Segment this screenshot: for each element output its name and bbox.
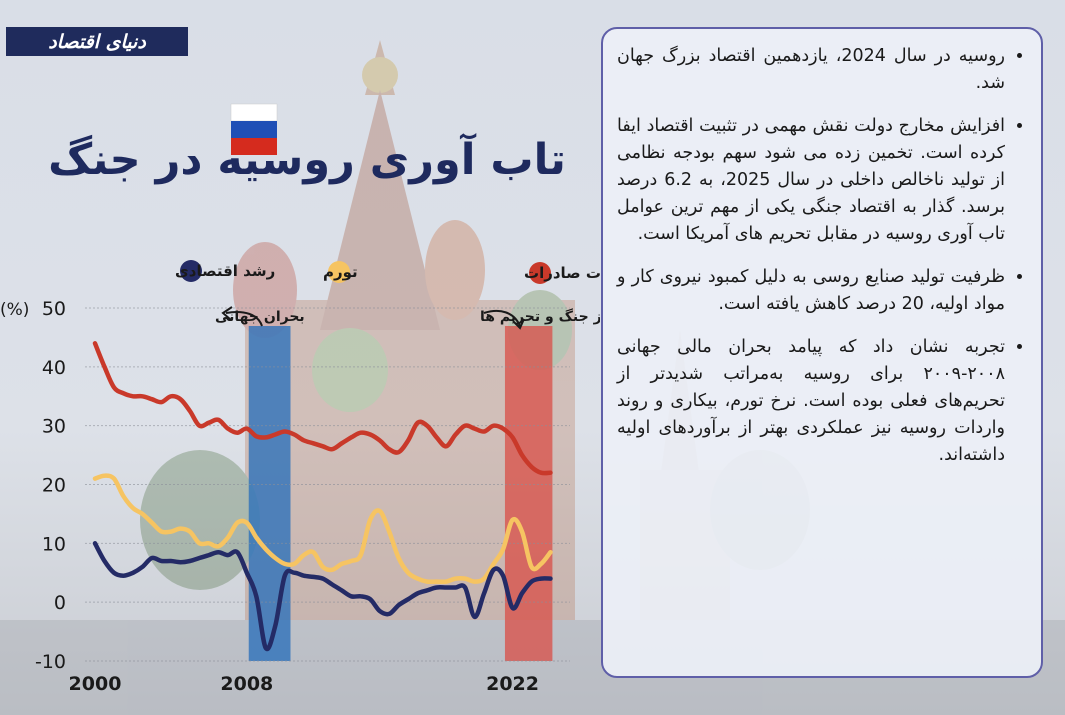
arrow-crisis-icon [225, 311, 263, 327]
line-chart: 50 40 30 20 10 0 -10 (%) 2000 2008 2022 تغییرات صا… [0, 260, 600, 695]
x-tick-label: 2022 [486, 673, 539, 695]
x-tick-label: 2008 [220, 673, 273, 695]
y-tick-label: 50 [42, 298, 66, 320]
series-line-0 [92, 341, 553, 476]
series-line-2 [92, 541, 553, 652]
russia-flag-icon [230, 103, 278, 155]
legend-marker-2 [180, 260, 202, 282]
y-axis-label: (%) [0, 300, 29, 320]
page-title: تاب آوری روسیه در جنگ [48, 135, 566, 185]
y-tick-label: 20 [42, 475, 66, 497]
legend-label-1: تورم [323, 263, 358, 281]
bullet-item: روسیه در سال 2024، یازدهمین اقتصاد بزرگ … [617, 43, 1005, 97]
series-line-1 [92, 473, 553, 585]
highlight-band-1 [504, 326, 553, 661]
y-tick-label: -10 [35, 651, 66, 673]
arrow-war-icon [483, 309, 521, 327]
bullet-list: روسیه در سال 2024، یازدهمین اقتصاد بزرگ … [617, 43, 1021, 469]
legend-label-2: رشد اقتصادی [175, 262, 275, 280]
x-tick-label: 2000 [69, 673, 122, 695]
info-panel: روسیه در سال 2024، یازدهمین اقتصاد بزرگ … [601, 27, 1043, 678]
arrow-war-head-icon [512, 318, 525, 330]
y-tick-label: 10 [42, 533, 66, 555]
highlight-band-0 [248, 326, 291, 661]
arrow-crisis-head-icon [221, 306, 233, 321]
legend-marker-1 [328, 261, 350, 283]
annotation-war: آغاز جنگ و تحریم ها [480, 307, 600, 325]
y-tick-label: 40 [42, 357, 66, 379]
legend-label-0: تغییرات صادرات [524, 264, 600, 282]
bullet-item: ظرفیت تولید صنایع روسی به دلیل کمبود نیر… [617, 264, 1005, 318]
bullet-item: تجربه نشان داد که پیامد بحران مالی جهانی… [617, 334, 1005, 469]
legend-marker-0 [529, 262, 551, 284]
y-tick-label: 0 [54, 592, 66, 614]
bullet-item: افزایش مخارج دولت نقش مهمی در تثبیت اقتص… [617, 113, 1005, 248]
y-tick-label: 30 [42, 416, 66, 438]
brand-logo: دنیای اقتصاد [6, 27, 188, 56]
